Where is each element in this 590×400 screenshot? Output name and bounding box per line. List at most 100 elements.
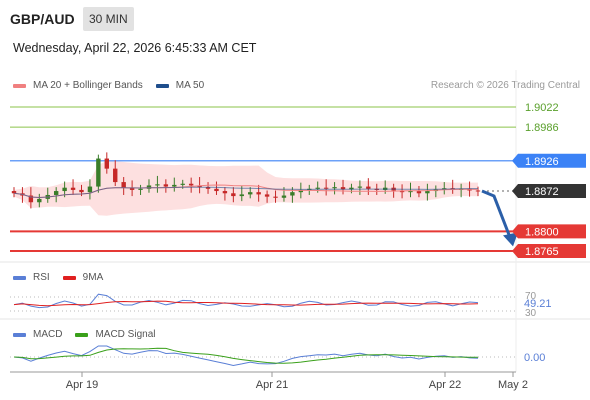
timeframe-badge[interactable]: 30 MIN — [83, 7, 134, 31]
legend-label-rsi: RSI — [33, 272, 50, 283]
candle-body — [214, 188, 219, 192]
legend-item-macd-signal: MACD Signal — [75, 329, 155, 340]
legend-label-macd: MACD — [33, 329, 63, 340]
candle-body — [256, 192, 261, 195]
legend-item-macd: MACD — [13, 329, 62, 340]
macd-panel: 0.00 — [10, 345, 545, 367]
level-label-target: 1.9022 — [525, 102, 559, 114]
candle-body — [425, 191, 430, 194]
timestamp: Wednesday, April 22, 2026 6:45:33 AM CET — [13, 41, 257, 55]
rsi-legend: RSI 9MA — [13, 272, 116, 283]
chart-header: GBP/AUD 30 MIN Wednesday, April 22, 2026… — [0, 0, 590, 70]
level-label-bg-resistance — [512, 153, 586, 168]
level-label-bg-support — [512, 244, 586, 258]
candle-body — [290, 192, 295, 196]
forecast-arrow-head — [503, 232, 518, 247]
candle-body — [163, 184, 169, 187]
legend-label-9ma: 9MA — [82, 272, 104, 283]
candle-body — [332, 187, 337, 189]
legend-item-ma20: MA 20 + Bollinger Bands — [13, 80, 143, 91]
candle-body — [366, 186, 371, 189]
forecast-arrow-line — [481, 189, 512, 238]
candle-body — [113, 168, 118, 183]
x-tick-label-apr19: Apr 19 — [66, 379, 98, 391]
price-levels — [10, 106, 516, 252]
candle-body — [239, 194, 244, 197]
candle-body — [340, 187, 346, 190]
candle-body — [315, 187, 320, 189]
candle-body — [248, 192, 253, 195]
macd-signal-swatch — [75, 332, 89, 337]
rsi-line — [13, 293, 479, 309]
candle-body — [104, 158, 109, 169]
rsi-panel: 70 30 49.21 — [10, 291, 552, 319]
moving-averages — [13, 184, 479, 199]
level-label-resistance: 1.8926 — [525, 156, 559, 168]
candle-body — [138, 188, 143, 190]
rsi-level-70: 70 — [525, 291, 537, 302]
legend-label-ma50: MA 50 — [175, 80, 205, 91]
x-axis-ticks: Apr 19 Apr 21 Apr 22 May 2 — [66, 372, 528, 391]
macd-zero-label: 0.00 — [524, 352, 545, 364]
candle-body — [222, 191, 228, 194]
ma20-swatch — [13, 83, 26, 88]
candle-body — [96, 158, 101, 187]
rsi-level-30: 30 — [525, 308, 537, 319]
level-label-target: 1.8986 — [525, 122, 559, 134]
candle-body — [62, 187, 67, 192]
candle-body — [180, 183, 185, 185]
currency-pair-title: GBP/AUD — [10, 11, 75, 27]
rsi-9ma-line — [13, 300, 479, 307]
forecast-arrow — [481, 189, 518, 247]
macd-line — [13, 345, 479, 367]
candle-body — [155, 184, 160, 186]
candle-body — [37, 198, 42, 203]
legend-item-ma50: MA 50 — [155, 80, 205, 91]
copyright-text: Research © 2026 Trading Central — [430, 80, 580, 91]
ma50-swatch — [155, 83, 169, 88]
candle-body — [172, 184, 177, 187]
macd-swatch — [13, 332, 26, 337]
candle-body — [121, 182, 126, 188]
candle-body — [408, 191, 413, 193]
level-label-support: 1.8765 — [525, 246, 559, 258]
macd-legend: MACD MACD Signal — [13, 329, 168, 340]
x-tick-label-apr22: Apr 22 — [429, 379, 461, 391]
x-tick-label-may2: May 2 — [498, 379, 528, 391]
rsi-current-value: 49.21 — [524, 298, 552, 310]
level-label-current: 1.8872 — [525, 186, 559, 198]
candle-body — [28, 195, 34, 203]
candle-body — [298, 189, 304, 193]
candle-body — [416, 191, 422, 194]
macd-signal-line — [13, 347, 478, 364]
candle-body — [146, 185, 152, 189]
candle-body — [349, 187, 354, 190]
candle-body — [87, 186, 93, 193]
level-label-bg-current — [512, 184, 586, 199]
candle-body — [197, 185, 202, 188]
candle-body — [205, 187, 211, 189]
candle-body — [188, 183, 194, 186]
candle-body — [475, 190, 481, 192]
rsi-swatch — [13, 275, 26, 280]
candle-body — [53, 191, 59, 195]
price-level-labels: 1.9022 1.8986 1.8926 1.8872 1.8800 1.8765 — [512, 102, 586, 258]
9ma-swatch — [62, 275, 76, 280]
candle-body — [281, 195, 287, 198]
main-legend: MA 20 + Bollinger Bands MA 50 — [13, 80, 217, 91]
candle-body — [70, 187, 76, 190]
legend-label-ma20: MA 20 + Bollinger Bands — [33, 80, 143, 91]
level-label-support: 1.8800 — [525, 226, 559, 238]
x-tick-label-apr21: Apr 21 — [256, 379, 288, 391]
candle-body — [129, 187, 135, 190]
legend-item-9ma: 9MA — [62, 272, 104, 283]
legend-item-rsi: RSI — [13, 272, 50, 283]
candle-body — [79, 189, 84, 193]
candle-body — [231, 193, 236, 197]
candle-body — [264, 194, 270, 197]
ma50-line — [13, 186, 478, 199]
candle-body — [11, 191, 17, 194]
candle-body — [323, 187, 329, 189]
legend-label-macd-signal: MACD Signal — [95, 329, 156, 340]
